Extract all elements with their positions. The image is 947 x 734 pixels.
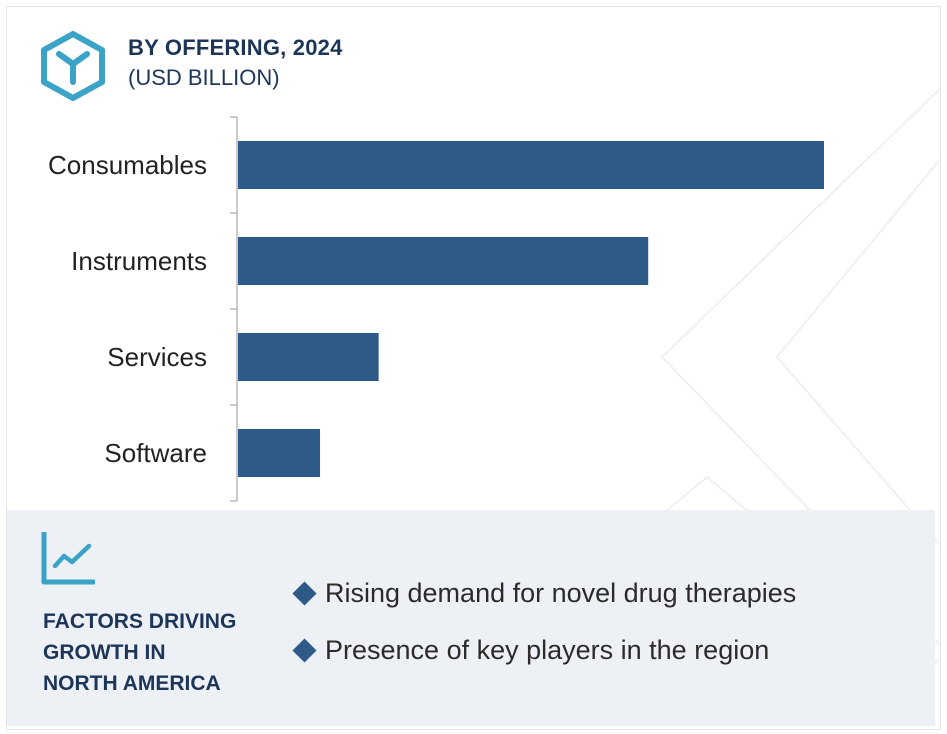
category-label: Consumables	[48, 150, 207, 180]
chart-card: BY OFFERING, 2024 (USD BILLION) Consumab…	[6, 6, 941, 730]
category-label: Instruments	[71, 246, 207, 276]
cube-logo-icon	[41, 31, 105, 101]
bar-instruments	[238, 237, 649, 285]
factors-title-line: NORTH AMERICA	[43, 672, 221, 695]
factors-title: FACTORS DRIVING GROWTH IN NORTH AMERICA	[43, 606, 273, 699]
factors-panel: FACTORS DRIVING GROWTH IN NORTH AMERICA …	[7, 510, 935, 726]
factor-item: Rising demand for novel drug therapies	[292, 578, 797, 609]
chart-subtitle: (USD BILLION)	[128, 65, 280, 90]
bar-consumables	[238, 141, 824, 189]
category-label: Services	[107, 342, 207, 372]
factors-title-line: GROWTH IN	[43, 641, 166, 664]
trend-chart-icon	[41, 532, 95, 585]
factor-text: Presence of key players in the region	[325, 635, 770, 665]
factor-text: Rising demand for novel drug therapies	[325, 578, 797, 608]
category-label: Software	[104, 438, 207, 468]
diamond-bullet-icon	[292, 581, 317, 606]
bar-services	[238, 333, 379, 381]
bar-software	[238, 429, 321, 477]
factors-title-line: FACTORS DRIVING	[43, 610, 237, 633]
chart-title: BY OFFERING, 2024	[128, 35, 343, 60]
bar-chart: Consumables Instruments Services Software	[48, 116, 824, 502]
factor-item: Presence of key players in the region	[292, 635, 770, 666]
diamond-bullet-icon	[292, 638, 317, 663]
